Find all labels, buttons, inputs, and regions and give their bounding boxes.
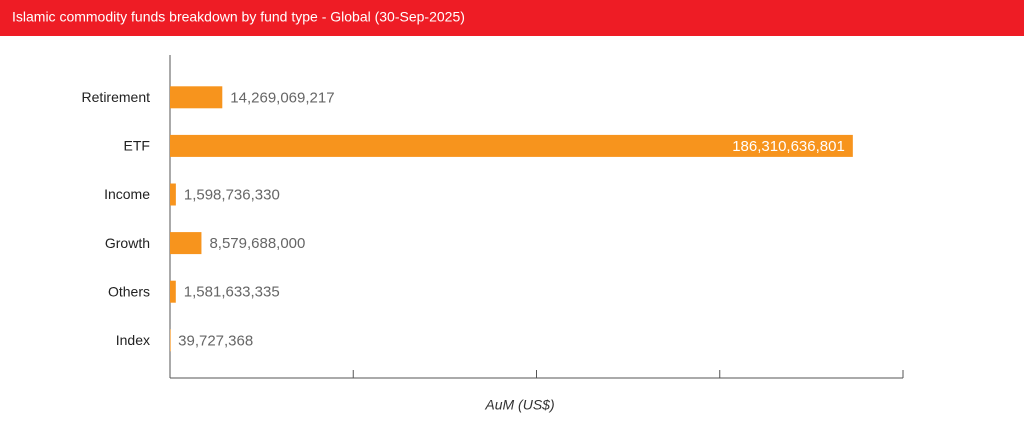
bar: [170, 183, 176, 206]
value-label: 39,727,368: [178, 332, 253, 349]
y-tick-label: Income: [104, 186, 150, 202]
y-tick-label: Growth: [105, 235, 150, 251]
chart-title: Islamic commodity funds breakdown by fun…: [12, 9, 465, 25]
value-label: 186,310,636,801: [732, 138, 845, 155]
value-label: 1,581,633,335: [184, 284, 280, 301]
x-axis-label: AuM (US$): [484, 397, 554, 413]
title-bar: [0, 0, 1024, 36]
y-tick-label: Others: [108, 283, 150, 299]
y-tick-label: Retirement: [82, 89, 151, 105]
value-label: 14,269,069,217: [230, 89, 334, 106]
bar: [170, 134, 853, 157]
value-label: 1,598,736,330: [184, 186, 280, 203]
y-tick-label: Index: [116, 332, 150, 348]
bar: [170, 329, 171, 352]
bar: [170, 232, 202, 255]
value-label: 8,579,688,000: [209, 235, 305, 252]
bar: [170, 280, 176, 303]
y-tick-label: ETF: [124, 138, 150, 154]
bar: [170, 86, 223, 109]
